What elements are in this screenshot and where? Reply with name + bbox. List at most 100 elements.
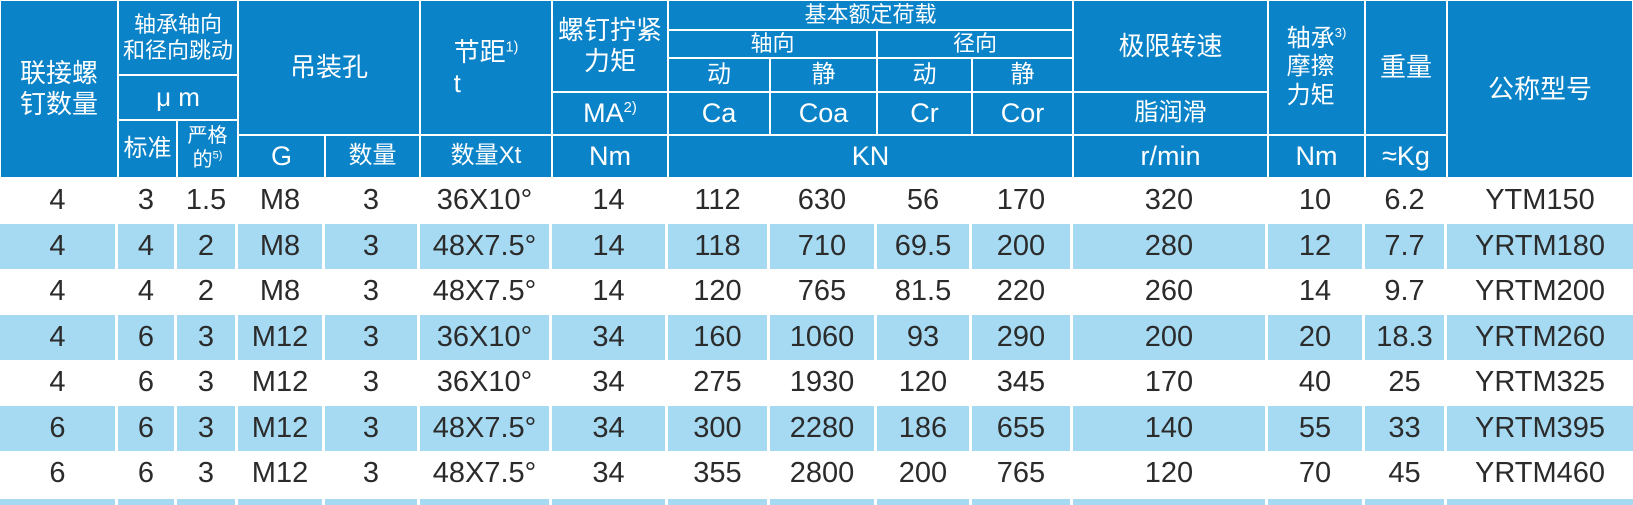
header-text: MA2)	[583, 97, 637, 128]
header-text: 数量Xt	[450, 142, 522, 170]
table-cell: 3	[362, 366, 380, 399]
table-cell: M12	[238, 405, 325, 451]
table-cell: 200	[1073, 314, 1268, 360]
header-basic-load: 基本额定荷载	[668, 0, 1073, 30]
header-text: Coa	[798, 97, 849, 128]
table-cell: 3	[197, 366, 215, 399]
header-text: 和径向跳动	[122, 37, 233, 63]
table-cell: YRTM180	[1447, 223, 1633, 269]
table-cell: YRTM260	[1447, 314, 1633, 360]
header-text: Nm	[1295, 140, 1338, 171]
table-cell: M8	[238, 223, 325, 269]
table-cell: 3	[325, 223, 420, 269]
table-cell	[1073, 496, 1268, 505]
header-text: 的5)	[192, 149, 223, 171]
header-text: 联接螺	[19, 58, 98, 89]
table-cell: 118	[668, 223, 770, 269]
header-cor: Cor	[972, 92, 1073, 135]
table-cell: 140	[1073, 405, 1268, 451]
table-cell: 1930	[789, 366, 855, 399]
header-cr: Cr	[877, 92, 972, 135]
header-qty-xt: 数量Xt	[420, 135, 552, 178]
header-text: 静	[811, 60, 836, 88]
table-cell: 10	[1298, 184, 1332, 217]
header-text: 基本额定荷载	[804, 2, 937, 28]
table-cell: M12	[238, 314, 325, 360]
header-text: μ m	[156, 82, 200, 113]
table-cell: 170	[1144, 366, 1194, 399]
table-cell	[877, 496, 972, 505]
table-cell: 6	[137, 366, 155, 399]
table-cell: 70	[1298, 457, 1332, 490]
header-text: 轴承轴向	[133, 11, 222, 37]
table-cell	[770, 496, 877, 505]
table-cell: M12	[251, 457, 309, 490]
header-text: 重量	[1379, 52, 1432, 83]
header-weight-unit: ≈Kg	[1365, 135, 1447, 178]
header-pitch: 节距1) t	[420, 0, 552, 135]
table-cell: 6	[118, 405, 177, 451]
table-cell: 655	[972, 405, 1073, 451]
table-cell: 3	[177, 405, 238, 451]
table-cell: 345	[996, 366, 1046, 399]
table-cell: 1060	[770, 314, 877, 360]
table-cell: 320	[1144, 184, 1194, 217]
table-cell: 34	[592, 457, 625, 490]
table-cell: 4	[49, 366, 66, 399]
table-row: 6 6 3 M12 3 48X7.5° 34 300 2280 186 655 140 55 33 YRTM…	[0, 405, 1633, 451]
table-row: 4 3 1.5 M8 3 36X10° 14 112 630 56 170 320 10 6.2 YTM15…	[0, 178, 1633, 224]
table-cell: 14	[552, 223, 668, 269]
table-cell: 765	[996, 457, 1046, 490]
table-cell: 36X10°	[420, 314, 552, 360]
header-text: 吊装孔	[289, 52, 368, 83]
table-cell: 4	[137, 275, 155, 308]
table-cell: 81.5	[894, 275, 952, 308]
header-limit-speed: 极限转速	[1073, 0, 1268, 92]
table-cell: 56	[906, 184, 940, 217]
table-row: 6 6 3 M12 3 48X7.5° 34 355 2800 200 765 120 70 45 YRTM…	[0, 451, 1633, 497]
table-cell: YRTM200	[1474, 275, 1606, 308]
table-cell: 6	[0, 405, 118, 451]
header-text: Ca	[701, 97, 737, 128]
table-cell: 275	[693, 366, 742, 399]
table-cell	[668, 496, 770, 505]
header-lifting-hole: 吊装孔	[238, 0, 420, 135]
table-cell: M8	[259, 184, 301, 217]
table-cell: M12	[251, 366, 309, 399]
table-cell: 170	[996, 184, 1046, 217]
table-cell: 6.2	[1384, 184, 1425, 217]
header-friction-torque: 轴承3) 摩擦 力矩	[1268, 0, 1365, 135]
table-cell: 280	[1073, 223, 1268, 269]
table-cell: 6	[137, 457, 155, 490]
table-row: 4 6 3 M12 3 36X10° 34 275 1930 120 345 170 40 25 YRTM3…	[0, 360, 1633, 406]
table-cell: 355	[693, 457, 742, 490]
table-cell: 120	[898, 366, 948, 399]
header-qty: 数量	[325, 135, 420, 178]
header-text: 动	[912, 60, 937, 88]
header-text: 极限转速	[1118, 30, 1223, 61]
table-cell: 7.7	[1365, 223, 1447, 269]
table-cell: 220	[996, 275, 1046, 308]
table-cell: 3	[325, 405, 420, 451]
table-cell: 45	[1388, 457, 1421, 490]
table-cell	[0, 496, 118, 505]
table-cell	[325, 496, 420, 505]
header-ca: Ca	[668, 92, 770, 135]
table-cell: YTM150	[1485, 184, 1595, 217]
header-text: ≈Kg	[1382, 140, 1430, 171]
header-coa: Coa	[770, 92, 877, 135]
header-text: Nm	[589, 140, 631, 171]
table-cell	[420, 496, 552, 505]
partial-next-row	[0, 496, 1633, 505]
table-cell: 4	[0, 223, 118, 269]
header-radial-static: 静	[972, 58, 1073, 92]
table-cell: 765	[797, 275, 847, 308]
table-cell: 14	[592, 275, 625, 308]
table-cell: 120	[1144, 457, 1194, 490]
table-cell: 12	[1268, 223, 1365, 269]
table-cell: 200	[972, 223, 1073, 269]
table-cell	[1268, 496, 1365, 505]
table-cell: 9.7	[1384, 275, 1425, 308]
header-ma-unit: Nm	[552, 135, 668, 178]
